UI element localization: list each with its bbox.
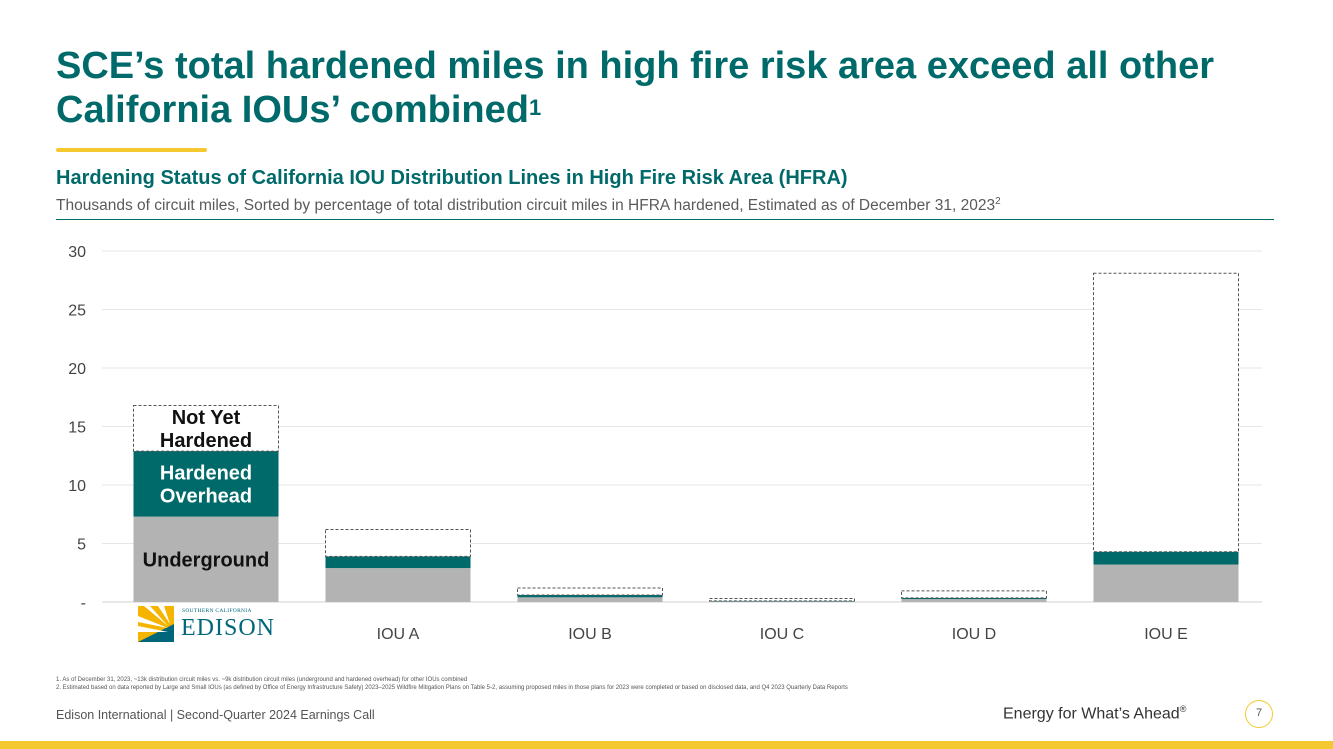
bar-segment-hardened-overhead	[709, 600, 855, 602]
footnote-2: 2. Estimated based on data reported by L…	[56, 685, 848, 691]
chart-title: Hardening Status of California IOU Distr…	[56, 167, 848, 189]
y-tick-label: 10	[68, 478, 86, 495]
chart-subtitle: Thousands of circuit miles, Sorted by pe…	[56, 196, 1001, 215]
chart-subtitle-footnote-ref: 2	[995, 196, 1001, 207]
footnotes: 1. As of December 31, 2023, ~13k distrib…	[56, 676, 848, 692]
x-tick-label: IOU C	[760, 626, 804, 643]
y-tick-label: -	[81, 595, 86, 612]
y-tick-label: 5	[77, 537, 86, 554]
y-tick-label: 30	[68, 244, 86, 261]
slide-title: SCE’s total hardened miles in high fire …	[56, 44, 1296, 132]
x-tick-label: IOU D	[952, 626, 996, 643]
bar-segment-underground	[709, 601, 855, 602]
bar-segment-underground	[1093, 564, 1239, 602]
bar-segment-not-yet-hardened	[517, 587, 663, 596]
footer-tagline: Energy for What’s Ahead®	[1003, 704, 1186, 723]
slide-title-text: SCE’s total hardened miles in high fire …	[56, 45, 1214, 131]
bar-segment-underground	[325, 568, 471, 602]
page-number: 7	[1245, 700, 1273, 728]
tagline-registered-mark: ®	[1179, 704, 1187, 714]
segment-label-underground: Underground	[143, 549, 270, 571]
logo-big-text: EDISON	[181, 615, 275, 641]
y-tick-label: 25	[68, 303, 86, 320]
bar-segment-hardened-overhead	[1093, 551, 1239, 565]
segment-label-not-yet-hardened: Not Yet Hardened	[160, 407, 252, 452]
slide-title-footnote-ref: 1	[528, 95, 542, 120]
bar-segment-hardened-overhead	[325, 556, 471, 569]
footer-event: Edison International | Second-Quarter 20…	[56, 708, 375, 722]
title-underline	[56, 148, 207, 152]
bottom-accent-bar	[0, 741, 1333, 749]
bar-segment-not-yet-hardened	[901, 590, 1047, 599]
x-tick-label: IOU E	[1144, 626, 1188, 643]
sun-logo-icon	[138, 606, 174, 642]
footnote-1: 1. As of December 31, 2023, ~13k distrib…	[56, 677, 468, 683]
y-tick-label: 15	[68, 420, 86, 437]
chart-header-rule	[56, 219, 1274, 220]
bar-segment-hardened-overhead	[901, 597, 1047, 600]
edison-logo: SOUTHERN CALIFORNIA EDISON	[138, 606, 275, 642]
bar-segment-underground	[133, 516, 279, 602]
x-tick-label: IOU B	[568, 626, 612, 643]
bar-segment-not-yet-hardened	[1093, 272, 1239, 553]
bar-segment-not-yet-hardened	[709, 597, 855, 602]
chart-subtitle-text: Thousands of circuit miles, Sorted by pe…	[56, 197, 996, 215]
x-tick-label: IOU A	[377, 626, 420, 643]
tagline-text: Energy for What’s Ahead	[1003, 705, 1180, 723]
logo-small-text: SOUTHERN CALIFORNIA	[182, 608, 252, 614]
bar-segment-hardened-overhead	[517, 594, 663, 598]
segment-label-hardened-overhead: Hardened Overhead	[160, 462, 252, 507]
bar-segment-not-yet-hardened	[325, 528, 471, 557]
bar-segment-underground	[901, 599, 1047, 602]
y-tick-label: 20	[68, 361, 86, 378]
bar-segment-hardened-overhead	[133, 451, 279, 517]
stacked-bar-chart: - 5 10 15 20 25 30 IOU A IOU B IOU C IOU D IOU E Und…	[68, 244, 1262, 643]
bar-segment-underground	[517, 597, 663, 602]
bar-segment-not-yet-hardened	[133, 404, 279, 452]
